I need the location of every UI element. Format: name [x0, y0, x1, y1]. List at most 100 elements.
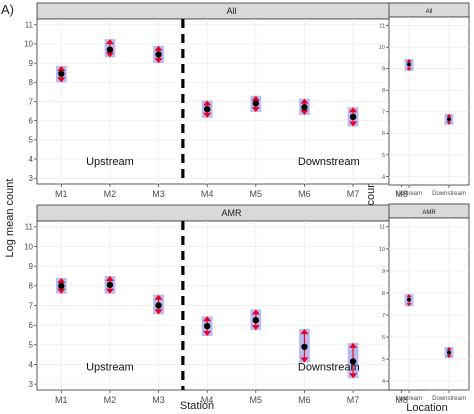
upper-arrow	[300, 98, 309, 104]
data-point	[203, 105, 211, 113]
y-tick-label: 8	[29, 78, 34, 87]
y-tick-label: 11	[25, 21, 34, 30]
lower-arrow	[406, 303, 412, 307]
y-tick-label: 7	[29, 97, 34, 106]
y-tick-label: 9	[29, 262, 34, 271]
y-tick-label: 5	[382, 153, 385, 159]
data-point	[252, 317, 260, 324]
lower-arrow	[446, 355, 452, 359]
data-point	[349, 358, 357, 365]
lower-arrow	[300, 357, 309, 363]
x-tick-label: Upstream	[396, 191, 422, 197]
lower-arrow	[251, 325, 260, 331]
y-tick-label: 9	[29, 59, 34, 68]
x-tick-label: M6	[298, 395, 311, 405]
region-label-downstream: Downstream	[298, 156, 360, 168]
strip-title: All	[226, 6, 236, 16]
x-tick-label: M8	[395, 189, 408, 199]
upper-arrow	[105, 276, 114, 282]
lower-arrow	[154, 309, 163, 315]
lower-arrow	[105, 52, 114, 58]
upper-arrow	[406, 59, 412, 62]
x-tick-label: M3	[152, 395, 165, 405]
strip-title: AMR	[422, 210, 436, 216]
y-tick-label: 6	[382, 131, 385, 137]
upper-arrow	[349, 342, 358, 348]
upper-arrow	[251, 95, 260, 101]
y-tick-label: 11	[379, 24, 385, 30]
x-tick-label: Downstream	[432, 191, 466, 197]
lower-arrow	[446, 121, 452, 125]
x-tick-label: M4	[201, 189, 214, 199]
lower-arrow	[57, 288, 66, 294]
lower-arrow	[57, 77, 66, 83]
upper-arrow	[105, 39, 114, 45]
x-tick-label: Downstream	[432, 396, 466, 402]
y-tick-label: 4	[29, 360, 34, 369]
data-point	[407, 62, 411, 67]
strip-title: All	[426, 9, 433, 15]
panel-b-all: All 4 5 6 7 8 9 10 11 Upstream Downstream	[379, 2, 470, 197]
upper-arrow	[154, 294, 163, 300]
figure-label-a: A)	[1, 2, 14, 17]
x-tick-label: M8	[395, 395, 408, 405]
y-tick-label: 3	[29, 174, 34, 183]
x-tick-label: M5	[250, 395, 263, 405]
lower-arrow	[300, 109, 309, 115]
lower-arrow	[105, 288, 114, 294]
upper-arrow	[203, 316, 212, 322]
x-tick-label: M7	[347, 189, 360, 199]
y-tick-label: 5	[382, 357, 385, 363]
data-point	[155, 51, 162, 58]
y-tick-label: 7	[382, 110, 385, 116]
upper-arrow	[406, 294, 412, 298]
y-tick-label: 5	[29, 341, 34, 350]
x-tick-label: M2	[104, 189, 117, 199]
x-tick-label: M3	[152, 189, 165, 199]
data-point	[447, 117, 451, 122]
upper-arrow	[251, 309, 260, 315]
y-tick-label: 10	[24, 40, 33, 49]
lower-arrow	[349, 121, 358, 127]
plot-area	[388, 217, 470, 391]
y-tick-label: 9	[382, 269, 385, 275]
data-point	[407, 297, 411, 302]
y-tick-label: 6	[29, 116, 34, 125]
data-point	[447, 350, 451, 355]
upper-arrow	[57, 66, 66, 72]
region-label-upstream: Upstream	[86, 156, 134, 168]
y-tick-label: 8	[382, 88, 385, 94]
y-tick-label: 8	[29, 282, 34, 291]
x-tick-label: M1	[55, 189, 68, 199]
y-tick-label: 6	[29, 321, 34, 330]
x-tick-label: M2	[104, 395, 117, 405]
y-tick-label: 4	[29, 155, 34, 164]
y-tick-label: 7	[382, 313, 385, 319]
upper-arrow	[349, 107, 358, 113]
upper-arrow	[154, 45, 163, 51]
y-tick-label: 5	[29, 136, 34, 145]
x-tick-label: M6	[298, 189, 311, 199]
y-tick-label: 10	[379, 45, 385, 51]
y-tick-label: 6	[382, 335, 385, 341]
lower-arrow	[203, 112, 212, 118]
y-tick-label: 7	[29, 301, 34, 310]
upper-arrow	[300, 329, 309, 335]
a-y-axis-label: Log mean count	[4, 179, 16, 258]
data-point	[106, 46, 114, 53]
lower-arrow	[406, 67, 412, 71]
y-tick-label: 10	[379, 247, 385, 253]
b-x-axis-label: Location	[406, 402, 448, 414]
y-tick-label: 4	[382, 174, 385, 180]
upper-arrow	[446, 113, 452, 117]
x-tick-label: M4	[201, 395, 214, 405]
region-label-downstream: Downstream	[298, 361, 360, 373]
lower-arrow	[154, 58, 163, 64]
upper-arrow	[57, 277, 66, 283]
region-label-upstream: Upstream	[86, 361, 134, 373]
data-point	[203, 322, 211, 330]
y-tick-label: 10	[24, 242, 33, 251]
upper-arrow	[203, 100, 212, 106]
data-point	[301, 104, 308, 111]
